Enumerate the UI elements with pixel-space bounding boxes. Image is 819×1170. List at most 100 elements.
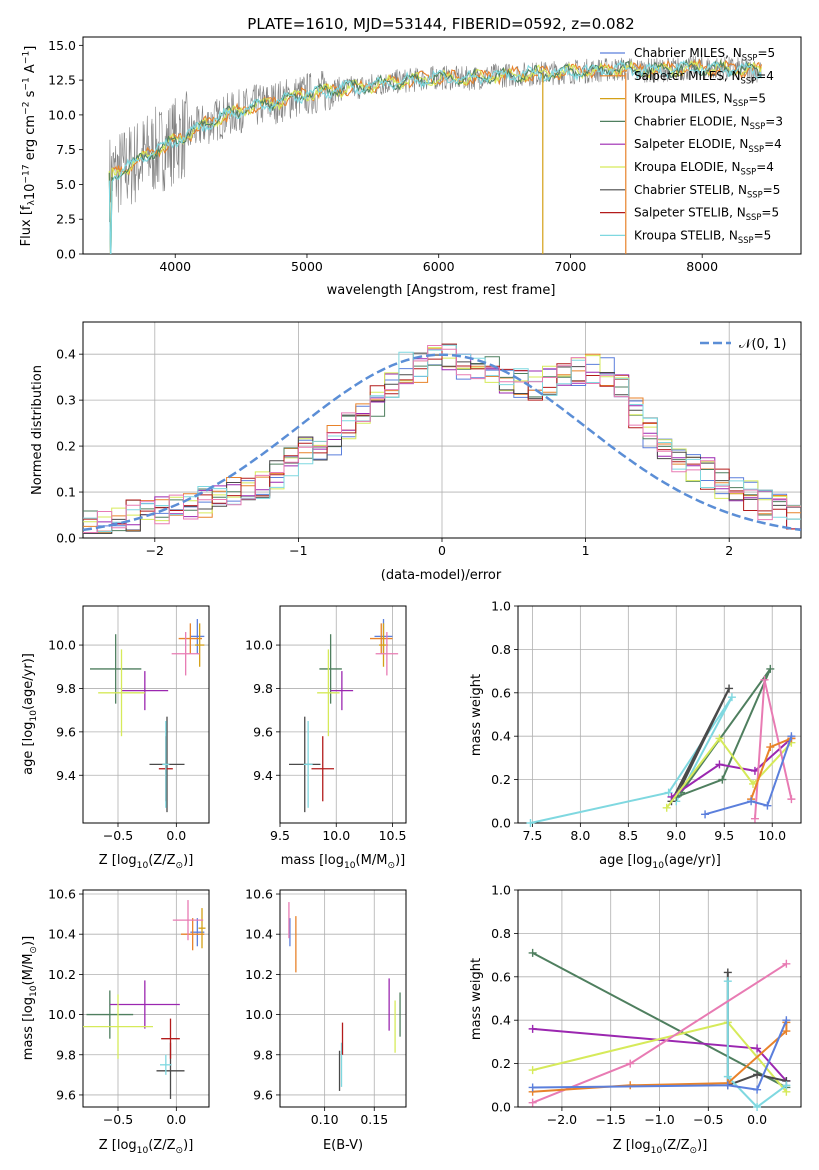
mass-weight-point (528, 1024, 537, 1033)
y-tick-label: 0.4 (56, 347, 76, 362)
label-part: 10 (137, 861, 149, 871)
weight-vs-z-x-label: Z [log10(Z/Z⊙)] (613, 1138, 708, 1156)
legend-entry: Salpeter MILES, NSSP=4 (634, 69, 774, 86)
legend-entry: Kroupa MILES, NSSP=5 (634, 92, 766, 109)
label-part: (age/yr)] (21, 653, 36, 710)
mass-weight-line (532, 1019, 788, 1091)
x-tick-label: 8.0 (570, 828, 590, 843)
label-part: =4 (756, 69, 774, 83)
y-tick-label: 10.0 (245, 1007, 273, 1022)
label-part: Flux [f (19, 205, 34, 246)
mass-weight-point (528, 1098, 537, 1107)
x-tick-label: 10.5 (379, 828, 407, 843)
mass-weight-point (753, 1070, 762, 1079)
label-part: Salpeter STELIB, N (634, 206, 746, 220)
label-part: 10 (344, 861, 356, 871)
mass-weight-point (528, 1083, 537, 1092)
weight-vs-z-axes: −2.0 −1.5 −1.0 −0.5 0.0 0.0 0.2 0.4 0.6 0.8 1.0 (491, 883, 802, 1127)
y-tick-label: 9.8 (253, 1047, 273, 1062)
y-tick-label: 0.0 (56, 531, 76, 546)
label-part: ⊙ (690, 1146, 698, 1156)
spectrum-model-line (108, 59, 763, 254)
label-part: (Z/Z (662, 1138, 689, 1153)
spectrum-model-line (108, 59, 763, 254)
mass-weight-line (665, 736, 793, 809)
x-tick-label: 9.5 (714, 828, 734, 843)
spectrum-title: PLATE=1610, MJD=53144, FIBERID=0592, z=0… (247, 15, 634, 33)
label-part: mass [log (21, 997, 36, 1060)
mass-vs-z-y-label: mass [log10(M/M⊙)] (21, 936, 39, 1060)
label-part: =3 (765, 114, 783, 128)
y-tick-label: 10.6 (245, 887, 273, 902)
age-vs-mass-x-label: mass [log10(M/M⊙)] (281, 853, 405, 871)
y-tick-label: 10.4 (245, 927, 273, 942)
label-part: SSP (738, 235, 754, 245)
spectrum-axes: 4000 5000 6000 7000 8000 0.0 2.5 5.0 7.5 10.0 12.5… (48, 36, 802, 274)
label-part: ⊙ (29, 946, 39, 954)
mass-vs-z-x-label: Z [log10(Z/Z⊙)] (99, 1138, 194, 1156)
legend-entry: Salpeter STELIB, NSSP=5 (634, 206, 779, 223)
mass-weight-point (727, 693, 736, 702)
label-part: Kroupa STELIB, N (634, 228, 738, 242)
histogram-axes: −2 −1 0 1 2 0.0 0.1 0.2 0.3 0.4 (56, 321, 802, 558)
y-tick-label: 2.5 (56, 212, 76, 227)
y-tick-label: 0.0 (491, 1100, 511, 1115)
mass-weight-line (532, 952, 787, 1089)
mass-vs-ebv-axes: 0.10 0.15 9.6 9.8 10.0 10.2 10.4 10.6 (245, 887, 407, 1127)
label-part: (age/yr)] (664, 853, 721, 868)
x-tick-label: −2 (146, 543, 164, 558)
mass-weight-point (766, 743, 775, 752)
y-tick-label: 0.4 (491, 729, 511, 744)
mass-weight-line (675, 668, 772, 798)
label-part: SSP (742, 53, 758, 63)
mass-weight-point (782, 1027, 791, 1036)
histogram-step (83, 343, 801, 532)
axes-frame (82, 889, 210, 1108)
label-part: 10 (29, 710, 39, 722)
x-tick-label: 7.5 (522, 828, 542, 843)
label-part: ⊙ (176, 1146, 184, 1156)
label-part: =5 (757, 46, 775, 60)
histogram-x-label: (data-model)/error (381, 568, 502, 583)
label-part: age [log (599, 853, 652, 868)
y-tick-label: 0.2 (491, 772, 511, 787)
mass-weight-point (664, 788, 673, 797)
age-vs-z-axes: −0.5 0.0 9.4 9.6 9.8 10.0 (48, 605, 210, 843)
mass-weight-point (718, 775, 727, 784)
legend-entry: Kroupa STELIB, NSSP=5 (634, 228, 771, 245)
x-tick-label: 0.0 (166, 1112, 186, 1127)
x-tick-label: −1 (289, 543, 307, 558)
x-tick-label: −0.5 (103, 1112, 133, 1127)
label-part: =5 (754, 228, 772, 242)
label-part: =4 (756, 160, 774, 174)
label-part: −1 (22, 51, 32, 64)
axes-frame (279, 889, 407, 1108)
label-part: SSP (741, 75, 757, 85)
label-part: A (23, 64, 38, 77)
mass-weight-point (526, 819, 535, 827)
label-part: 10 (652, 861, 664, 871)
label-part: −2 (22, 102, 32, 115)
legend-entry: Chabrier MILES, NSSP=5 (634, 46, 775, 63)
y-tick-label: 10.0 (48, 107, 76, 122)
mass-weight-point (701, 810, 710, 819)
y-tick-label: 1.0 (491, 599, 511, 614)
weight-vs-age-y-label: mass weight (469, 674, 484, 756)
weight-vs-age-x-label: age [log10(age/yr)] (599, 853, 721, 871)
y-tick-label: 0.4 (491, 1013, 511, 1028)
label-part: (Z/Z (148, 853, 175, 868)
label-part: =4 (764, 137, 782, 151)
label-part: ⊙ (176, 861, 184, 871)
mass-vs-z-axes: −0.5 0.0 9.6 9.8 10.0 10.2 10.4 10.6 (48, 887, 210, 1127)
y-tick-label: 7.5 (56, 142, 76, 157)
y-tick-label: 12.5 (48, 73, 76, 88)
mass-weight-point (753, 1103, 762, 1111)
label-part: Salpeter MILES, N (634, 69, 741, 83)
x-tick-label: 5000 (291, 259, 323, 274)
x-tick-label: 0.10 (311, 1112, 339, 1127)
mass-weight-point (787, 732, 796, 741)
y-tick-label: 0.8 (491, 642, 511, 657)
label-part: age [log (21, 722, 36, 775)
axes-frame (517, 605, 802, 824)
x-tick-label: −0.5 (103, 828, 133, 843)
